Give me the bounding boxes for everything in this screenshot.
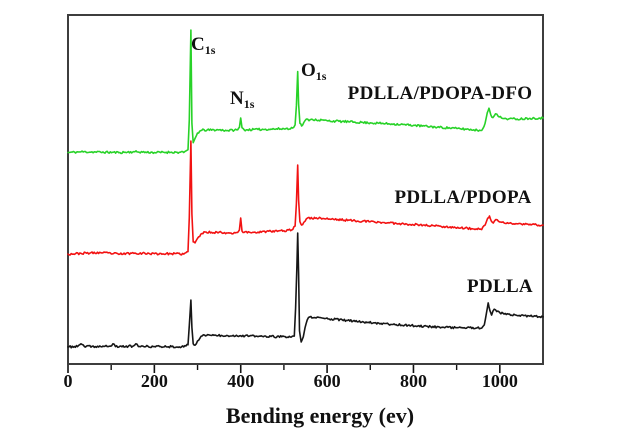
series-label-pdlla-pdopa: PDLLA/PDOPA bbox=[394, 187, 532, 208]
peak-label-c1s-subscript: 1s bbox=[204, 43, 216, 58]
x-tick-label-600: 600 bbox=[313, 371, 341, 391]
peak-label-o1s: O1s bbox=[301, 60, 327, 84]
peak-label-c1s: C1s bbox=[191, 34, 216, 58]
peak-label-n1s: N1s bbox=[230, 88, 255, 112]
series-label-pdlla: PDLLA bbox=[467, 276, 533, 297]
spectrum-curve-pdlla-pdopa bbox=[67, 140, 544, 256]
peak-label-o1s-element: O bbox=[301, 60, 316, 81]
x-tick-label-0: 0 bbox=[63, 371, 73, 391]
x-tick-label-400: 400 bbox=[227, 371, 255, 391]
spectrum-curve-pdlla bbox=[67, 232, 544, 349]
x-tick-label-800: 800 bbox=[399, 371, 427, 391]
x-tick-label-200: 200 bbox=[140, 371, 168, 391]
peak-label-n1s-subscript: 1s bbox=[243, 97, 255, 112]
peak-label-n1s-element: N bbox=[230, 88, 244, 109]
x-axis-title: Bending energy (ev) bbox=[225, 403, 415, 428]
plot-frame bbox=[67, 14, 544, 365]
series-label-pdlla-pdopa-dfo: PDLLA/PDOPA-DFO bbox=[347, 83, 533, 104]
spectrum-curve-pdlla-pdopa-dfo bbox=[67, 29, 544, 155]
peak-label-c1s-element: C bbox=[191, 34, 205, 55]
x-tick-label-1000: 1000 bbox=[481, 371, 518, 391]
peak-label-o1s-subscript: 1s bbox=[315, 69, 327, 84]
